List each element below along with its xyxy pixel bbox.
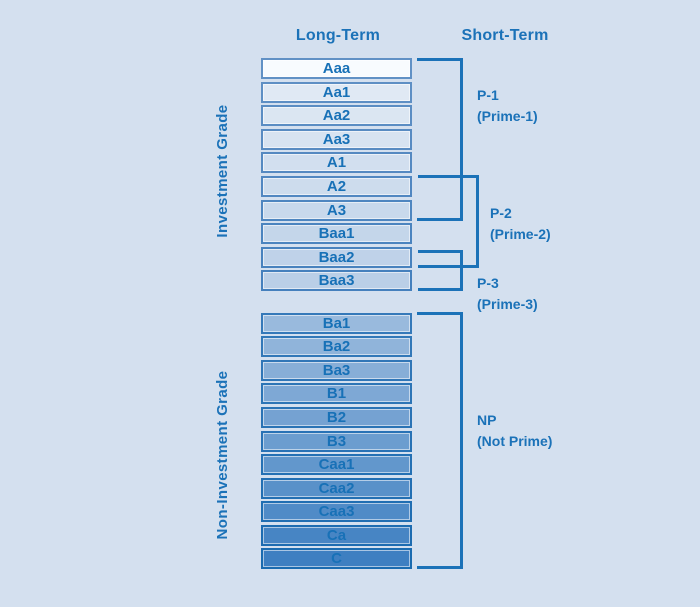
rating-label: B3 [326, 433, 347, 450]
rating-box-c: C [261, 548, 412, 569]
rating-box-caa1: Caa1 [261, 454, 412, 475]
rating-box-baa2: Baa2 [261, 247, 412, 268]
rating-label: Baa2 [318, 249, 355, 266]
p3-label: P-3 (Prime-3) [477, 273, 538, 315]
rating-box-caa3: Caa3 [261, 501, 412, 522]
p1-bracket [417, 58, 463, 221]
rating-label: B2 [326, 409, 347, 426]
rating-box-b3: B3 [261, 431, 412, 452]
rating-box-aa2: Aa2 [261, 105, 412, 126]
p1-code: P-1 [477, 87, 499, 103]
p1-name: (Prime-1) [477, 108, 538, 124]
rating-label: Ca [326, 527, 347, 544]
p3-code: P-3 [477, 275, 499, 291]
rating-box-aa1: Aa1 [261, 82, 412, 103]
rating-label: C [331, 550, 342, 567]
rating-label: Caa1 [318, 456, 355, 473]
rating-box-b1: B1 [261, 383, 412, 404]
p3-bracket [418, 250, 463, 291]
rating-label: Caa3 [318, 503, 355, 520]
short-term-header: Short-Term [461, 27, 549, 44]
investment-grade-label: Investment Grade [214, 104, 231, 238]
rating-label: Baa1 [318, 225, 355, 242]
rating-box-aaa: Aaa [261, 58, 412, 79]
rating-box-a3: A3 [261, 200, 412, 221]
non-investment-grade-label: Non-Investment Grade [214, 370, 231, 540]
rating-label: Caa2 [318, 480, 355, 497]
rating-box-ba1: Ba1 [261, 313, 412, 334]
p2-label: P-2 (Prime-2) [490, 203, 551, 245]
rating-box-ca: Ca [261, 525, 412, 546]
rating-label: A3 [326, 202, 347, 219]
rating-box-ba3: Ba3 [261, 360, 412, 381]
rating-box-baa1: Baa1 [261, 223, 412, 244]
rating-label: Aaa [322, 60, 351, 77]
p2-name: (Prime-2) [490, 226, 551, 242]
np-bracket [417, 312, 463, 569]
rating-label: Ba3 [322, 362, 351, 379]
rating-box-b2: B2 [261, 407, 412, 428]
rating-box-caa2: Caa2 [261, 478, 412, 499]
rating-label: A1 [326, 154, 347, 171]
rating-box-baa3: Baa3 [261, 270, 412, 291]
np-code: NP [477, 412, 497, 428]
rating-label: Ba2 [322, 338, 351, 355]
rating-label: A2 [326, 178, 347, 195]
long-term-header: Long-Term [295, 27, 381, 44]
p2-bracket [418, 175, 479, 268]
rating-label: Aa1 [322, 84, 351, 101]
rating-label: Aa2 [322, 107, 351, 124]
p3-name: (Prime-3) [477, 296, 538, 312]
np-label: NP (Not Prime) [477, 410, 552, 452]
rating-label: B1 [326, 385, 347, 402]
p2-code: P-2 [490, 205, 512, 221]
rating-box-aa3: Aa3 [261, 129, 412, 150]
rating-label: Baa3 [318, 272, 355, 289]
rating-label: Ba1 [322, 315, 351, 332]
rating-box-a1: A1 [261, 152, 412, 173]
rating-label: Aa3 [322, 131, 351, 148]
np-name: (Not Prime) [477, 433, 553, 449]
rating-box-a2: A2 [261, 176, 412, 197]
rating-box-ba2: Ba2 [261, 336, 412, 357]
p1-label: P-1 (Prime-1) [477, 85, 538, 127]
